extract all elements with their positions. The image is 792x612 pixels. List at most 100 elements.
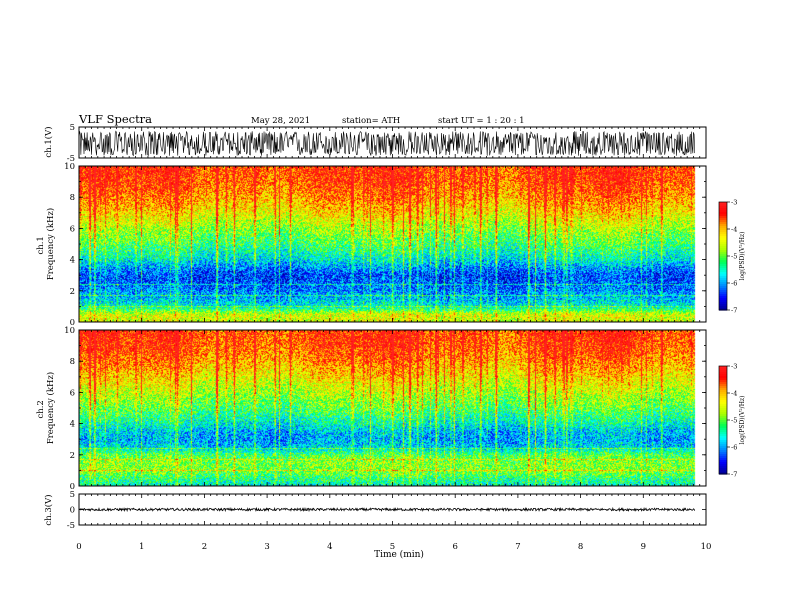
station-label: station= ATH: [342, 116, 400, 126]
colorbar-swatch: [719, 384, 727, 387]
colorbar-swatch: [719, 464, 727, 467]
colorbar-swatch: [719, 252, 727, 255]
x-axis-tick-labels: 0 1 2 3 4 5 6 7 8 9 10: [76, 542, 711, 552]
colorbar-swatch: [719, 444, 727, 447]
colorbar-swatch: [719, 280, 727, 283]
ch3-waveform-ticks: 5 0 -5: [67, 490, 707, 531]
colorbar-swatch: [719, 246, 727, 249]
x-tick-label: 6: [452, 542, 457, 552]
colorbar-swatch: [719, 418, 727, 421]
colorbar-swatch: [719, 438, 727, 441]
colorbar-swatch: [719, 392, 727, 395]
colorbar-swatch: [719, 422, 727, 425]
colorbar-swatch: [719, 268, 727, 271]
x-tick-label: 3: [264, 542, 269, 552]
ch2-spectrogram-panel: 0 2 4 6 8 10 ch.2 Frequency (kHz) -3 -4 -5 -6 -7 l…: [36, 326, 746, 492]
ch1-spectrogram-heatmap: [79, 166, 706, 322]
ch1-waveform-ylabel: ch.1(V): [43, 126, 54, 157]
colorbar-swatch: [719, 308, 727, 311]
colorbar-swatch: [719, 232, 727, 235]
x-tick-label: 0: [76, 542, 81, 552]
colorbar-swatch: [719, 220, 727, 223]
colorbar-swatch: [719, 304, 727, 307]
colorbar-swatch: [719, 458, 727, 461]
y-tick-label: 5: [70, 490, 75, 500]
colorbar-swatch: [719, 250, 727, 253]
colorbar-swatch: [719, 248, 727, 251]
colorbar-swatch: [719, 274, 727, 277]
ch1-spectrogram-ylabel: ch.1 Frequency (kHz): [36, 208, 56, 280]
colorbar-swatch: [719, 206, 727, 209]
colorbar-swatch: [719, 202, 727, 205]
colorbar-swatch: [719, 472, 727, 475]
colorbar-swatch: [719, 412, 727, 415]
colorbar-swatch: [719, 452, 727, 455]
colorbar-swatch: [719, 446, 727, 449]
ch1-spectrogram-panel: 0 2 4 6 8 10 ch.1 Frequency (kHz) -3 -4 -5 -6 -7 l…: [36, 162, 746, 328]
ch1-colorbar: -3 -4 -5 -6 -7 log(PSD)(V²/Hz): [718, 199, 746, 315]
ch2-spectrogram-image-wrap: [79, 330, 706, 486]
colorbar-swatch: [719, 264, 727, 267]
ch2-spectrogram-ylabel: ch.2 Frequency (kHz): [36, 372, 56, 444]
colorbar-tick-label: -4: [731, 390, 737, 398]
colorbar-swatch: [719, 226, 727, 229]
colorbar-swatch: [719, 394, 727, 397]
ch2-spectrogram-heatmap: [79, 330, 706, 486]
colorbar-swatch: [719, 230, 727, 233]
y-tick-label: 6: [70, 388, 75, 398]
start-time-label: start UT = 1 : 20 : 1: [438, 116, 525, 126]
colorbar-swatch: [719, 272, 727, 275]
x-tick-label: 9: [641, 542, 646, 552]
y-tick-label: 0: [70, 506, 75, 516]
colorbar-swatch: [719, 406, 727, 409]
chart-title: VLF Spectra: [78, 112, 152, 126]
ch1-waveform-ticks: 5 -5: [67, 123, 707, 164]
y-tick-label: 10: [64, 326, 75, 336]
colorbar-label: log(PSD)(V²/Hz): [739, 396, 746, 445]
colorbar-swatch: [719, 296, 727, 299]
colorbar-swatch: [719, 212, 727, 215]
x-tick-label: 10: [701, 542, 712, 552]
y-tick-label: 6: [70, 224, 75, 234]
colorbar-swatch: [719, 270, 727, 273]
colorbar-swatch: [719, 368, 727, 371]
x-tick-label: 2: [202, 542, 207, 552]
colorbar-swatch: [719, 416, 727, 419]
colorbar-swatch: [719, 236, 727, 239]
y-tick-label: -5: [67, 521, 75, 531]
colorbar-tick-label: -6: [731, 444, 737, 452]
colorbar-swatch: [719, 454, 727, 457]
colorbar-swatch: [719, 468, 727, 471]
colorbar-tick-label: -5: [731, 417, 737, 425]
colorbar-swatch: [719, 456, 727, 459]
ch3-waveform-line: [79, 506, 696, 513]
colorbar-swatch: [719, 378, 727, 381]
ch1-spectrogram-ticks: 0 2 4 6 8 10: [64, 162, 707, 328]
colorbar-swatch: [719, 428, 727, 431]
x-tick-label: 4: [327, 542, 332, 552]
y-tick-label: 2: [70, 287, 75, 297]
colorbar-swatch: [719, 430, 727, 433]
ch1-spectrogram-image-wrap: [79, 166, 706, 322]
colorbar-swatch: [719, 254, 727, 257]
colorbar-swatch: [719, 244, 727, 247]
colorbar-swatch: [719, 374, 727, 377]
colorbar-swatch: [719, 408, 727, 411]
y-tick-label: 0: [70, 482, 75, 492]
colorbar-swatch: [719, 420, 727, 423]
colorbar-swatch: [719, 414, 727, 417]
colorbar-swatch: [719, 288, 727, 291]
colorbar-swatch: [719, 436, 727, 439]
colorbar-tick-label: -3: [731, 199, 737, 207]
colorbar-swatch: [719, 258, 727, 261]
colorbar-swatch: [719, 470, 727, 473]
x-tick-label: 7: [515, 542, 520, 552]
colorbar-tick-label: -4: [731, 226, 737, 234]
colorbar-swatch: [719, 404, 727, 407]
colorbar-swatch: [719, 228, 727, 231]
colorbar-swatch: [719, 218, 727, 221]
colorbar-swatch: [719, 390, 727, 393]
colorbar-tick-label: -6: [731, 280, 737, 288]
colorbar-swatch: [719, 256, 727, 259]
